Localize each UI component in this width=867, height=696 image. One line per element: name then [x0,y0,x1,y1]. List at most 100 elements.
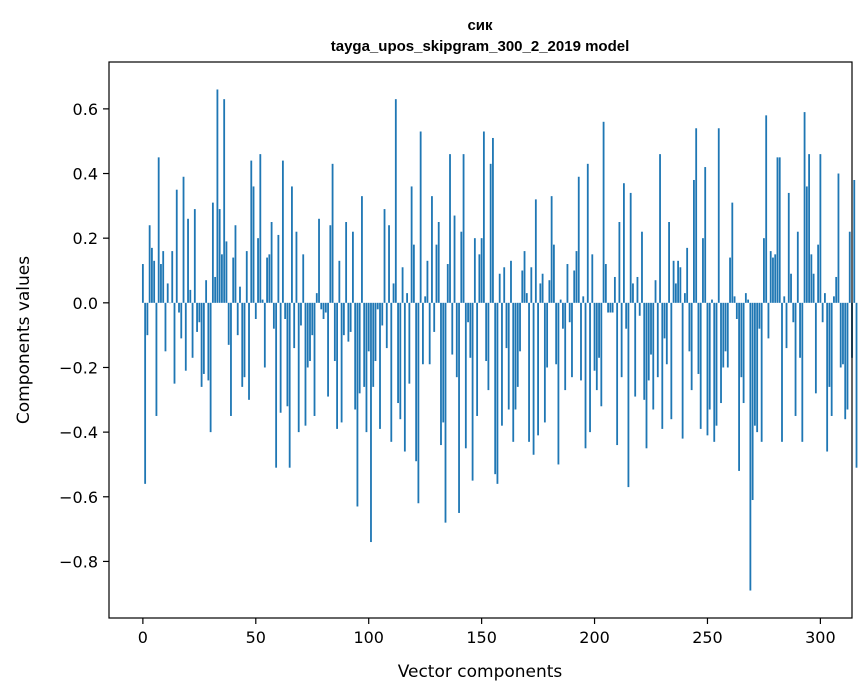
x-axis-label: Vector components [398,662,563,682]
bar [327,302,329,397]
bar [153,260,156,303]
bar [381,302,384,326]
bar [187,218,189,303]
bar [202,302,205,374]
bar [577,176,580,303]
bar [372,302,375,387]
bar [679,267,682,303]
bar [618,222,621,303]
bar [537,302,539,436]
bar [196,302,198,332]
bar [693,179,695,303]
x-tick-label: 50 [246,628,266,647]
bar [178,302,180,313]
bar [742,302,745,404]
bar [505,302,508,349]
bar [184,302,187,371]
bar [157,157,160,303]
bar [559,299,562,303]
bar [313,302,316,416]
bar [772,257,774,303]
bar [356,302,359,507]
bar [279,302,282,413]
bar [620,302,623,378]
bar [205,280,208,303]
bar [433,302,436,332]
bar [309,302,311,362]
bar [598,302,600,358]
bar [833,296,835,303]
bar [783,296,786,303]
bar [625,302,628,329]
bar [338,260,341,303]
y-tick-label: −0.8 [59,552,98,571]
bar [482,131,485,303]
bar [683,293,686,303]
bar [397,302,399,404]
bar [266,257,268,303]
x-tick-label: 200 [579,628,610,647]
bar [324,302,327,313]
bar [790,273,792,303]
bar [550,196,553,303]
bar [803,112,806,303]
bar [144,302,147,484]
bar [444,302,447,523]
bar [532,302,535,455]
bar [665,302,668,365]
bar [417,302,420,504]
bar [846,302,849,410]
bar [302,254,305,303]
bar [681,302,684,439]
bar [221,254,223,303]
bar [322,302,325,319]
bar [191,302,194,358]
bar [595,302,598,391]
bar [611,302,614,313]
bar [379,302,381,429]
bar [146,302,149,336]
bar [826,302,829,452]
bar [182,176,185,303]
bar [735,302,738,319]
bar [844,302,847,420]
bar [286,302,289,407]
bar [733,296,736,303]
bar [534,199,537,303]
bar [799,302,801,358]
bar [288,302,291,468]
bar [333,302,336,362]
bar [774,254,777,303]
bar [677,260,680,303]
bar [254,302,257,319]
chart-title: сик [467,17,493,34]
bar [385,302,388,349]
bar [189,289,192,303]
bar [141,264,144,303]
bar [498,273,501,303]
bar [473,238,476,303]
bar [835,276,838,303]
bar [557,302,560,465]
bar [363,302,366,387]
bar [760,302,763,442]
bar [252,186,255,303]
bar [604,264,607,303]
bar [437,222,440,303]
bar [720,302,722,404]
bar [616,302,619,446]
bar [259,154,262,303]
bar [573,270,576,303]
bar [469,302,472,358]
bar [645,302,648,449]
bar [361,196,363,303]
bar [600,302,603,407]
bar [740,302,743,378]
bar [539,283,542,303]
bar [571,302,573,378]
bar [521,270,524,303]
bar [781,302,783,442]
bar [636,276,639,303]
bar [744,293,747,303]
